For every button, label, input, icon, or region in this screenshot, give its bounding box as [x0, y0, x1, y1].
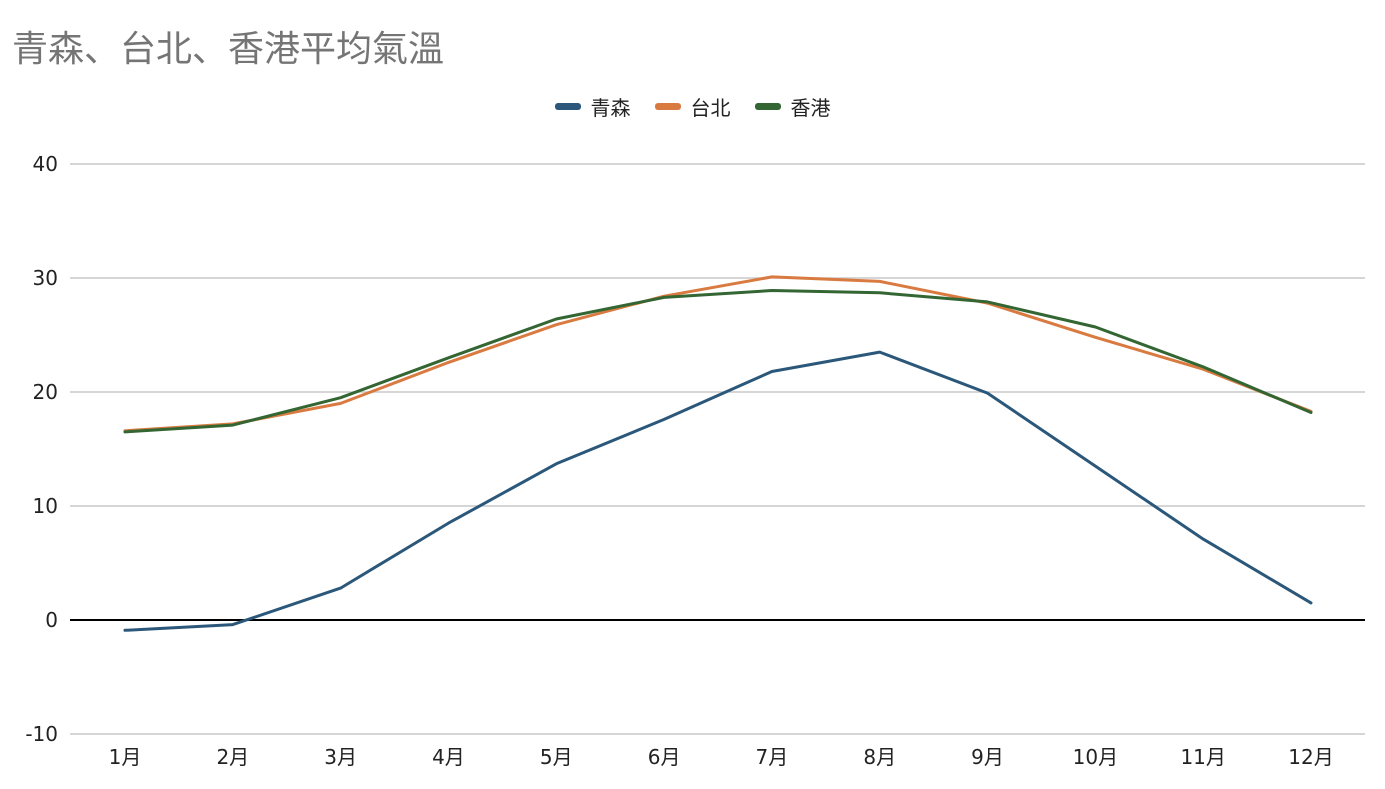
legend-item-3: 香港 — [754, 92, 831, 121]
chart-title: 青森、台北、香港平均氣溫 — [12, 29, 445, 70]
x-tick-label: 10月 — [1073, 745, 1118, 769]
x-tick-label: 4月 — [432, 745, 465, 769]
legend-swatch — [554, 103, 581, 110]
y-tick-label: 20 — [33, 380, 58, 404]
y-tick-label: -10 — [25, 722, 58, 746]
x-tick-label: 9月 — [971, 745, 1004, 769]
legend-label: 青森 — [590, 96, 631, 120]
x-tick-label: 5月 — [540, 745, 573, 769]
x-tick-label: 7月 — [756, 745, 789, 769]
legend-label: 香港 — [790, 96, 831, 120]
x-tick-label: 11月 — [1180, 745, 1225, 769]
y-tick-label: 10 — [33, 494, 58, 518]
x-tick-label: 12月 — [1288, 745, 1333, 769]
legend-swatch — [654, 103, 681, 110]
legend-swatch — [754, 103, 781, 110]
x-tick-label: 1月 — [109, 745, 142, 769]
legend-label: 台北 — [690, 96, 731, 120]
gridlines — [70, 163, 1365, 735]
series-line-2 — [123, 275, 1313, 433]
x-tick-label: 2月 — [216, 745, 249, 769]
chart-legend: 青森 台北 香港 — [0, 92, 1385, 121]
x-tick-label: 8月 — [863, 745, 896, 769]
y-tick-label: 30 — [33, 266, 58, 290]
y-tick-label: 0 — [45, 608, 58, 632]
series-line-1 — [123, 350, 1313, 632]
series-line-3 — [123, 289, 1313, 434]
x-tick-label: 6月 — [648, 745, 681, 769]
legend-item-2: 台北 — [654, 92, 731, 121]
x-tick-label: 3月 — [324, 745, 357, 769]
y-tick-label: 40 — [33, 152, 58, 176]
legend-item-1: 青森 — [554, 92, 631, 121]
